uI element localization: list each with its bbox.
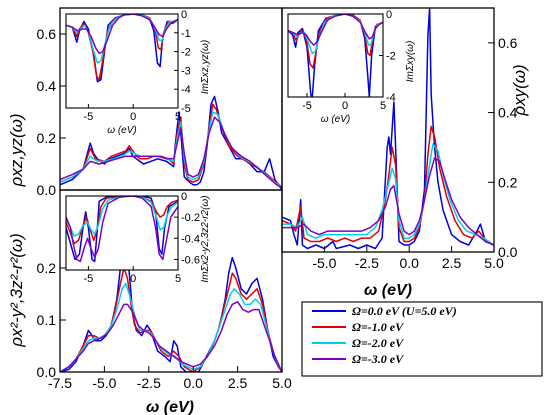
legend-box bbox=[301, 301, 543, 377]
inset-y-tick-label: -3 bbox=[181, 65, 191, 77]
inset-frame bbox=[65, 195, 179, 271]
inset-eg-series-line bbox=[66, 196, 178, 245]
main-eg-series-line bbox=[60, 301, 282, 372]
legend-entry-label: Ω=-2.0 eV bbox=[352, 336, 404, 350]
inset-y-tick-label: -4 bbox=[181, 84, 191, 96]
main-xy-series-line bbox=[282, 125, 494, 246]
inset-x-tick-label: -5 bbox=[84, 111, 94, 123]
x-tick-label: -2.5 bbox=[137, 375, 161, 391]
inset-background bbox=[288, 14, 383, 97]
y-tick-label: 0.0 bbox=[37, 182, 57, 198]
inset-x-tick-label: 0 bbox=[130, 111, 136, 123]
main-xy-series-line bbox=[282, 8, 494, 250]
inset-y-tick-label: -4 bbox=[386, 92, 396, 104]
plot-frame bbox=[281, 7, 495, 253]
x-tick-label: 2.5 bbox=[228, 375, 248, 391]
inset-x-tick-label: 0 bbox=[342, 100, 348, 112]
inset-eg-series-line bbox=[66, 196, 178, 263]
y-tick-label: 0.4 bbox=[37, 78, 57, 94]
inset-y-tick-label: -0.6 bbox=[181, 254, 200, 266]
x-tick-label: -2.5 bbox=[355, 255, 379, 271]
y-tick-label: 0.0 bbox=[498, 244, 518, 260]
inset-frame bbox=[65, 13, 179, 109]
x-axis-label: ω (eV) bbox=[364, 282, 412, 299]
x-tick-label: -5.0 bbox=[92, 375, 116, 391]
x-tick-label: 5.0 bbox=[272, 375, 292, 391]
inset-y-tick-label: 0 bbox=[181, 191, 187, 203]
inset-y-axis-label: ImΣx2-y2,3z2-r2(ω) bbox=[200, 195, 211, 282]
y-tick-label: 0.2 bbox=[37, 260, 57, 276]
inset-y-axis-label: ImΣxy(ω) bbox=[405, 41, 416, 83]
inset-y-tick-label: -0.4 bbox=[181, 233, 200, 245]
inset-xy-series-line bbox=[288, 14, 383, 46]
y-tick-label: 0.0 bbox=[37, 364, 57, 380]
legend-entry-label: Ω=0.0 eV (U=5.0 eV) bbox=[352, 304, 457, 318]
y-tick-label: 0.2 bbox=[37, 130, 57, 146]
legend-entry-label: Ω=-1.0 eV bbox=[352, 320, 404, 334]
inset-x-axis-label: ω (eV) bbox=[321, 114, 350, 125]
inset-y-axis-label: ImΣxz,yz(ω) bbox=[200, 40, 211, 94]
inset-y-tick-label: -0.2 bbox=[181, 212, 200, 224]
inset-y-tick-label: -1 bbox=[181, 28, 191, 40]
x-tick-label: 2.5 bbox=[442, 255, 462, 271]
plot-frame bbox=[59, 189, 283, 373]
main-xzyz-series-line bbox=[60, 116, 282, 189]
inset-y-tick-label: -2 bbox=[181, 47, 191, 59]
inset-x-tick-label: 5 bbox=[175, 273, 181, 285]
inset-xzyz-series-line bbox=[66, 14, 178, 81]
main-xzyz-series-line bbox=[60, 95, 282, 190]
x-tick-label: 0.0 bbox=[183, 375, 203, 391]
inset-y-tick-label: -5 bbox=[181, 103, 191, 115]
inset-x-tick-label: 0 bbox=[130, 273, 136, 285]
inset-x-tick-label: 5 bbox=[380, 100, 386, 112]
y-tick-label: 0.6 bbox=[498, 35, 518, 51]
x-tick-label: -5.0 bbox=[312, 255, 336, 271]
main-xy-series-line bbox=[282, 157, 494, 246]
y-axis-label: ρx²-y²,3z²-r²(ω) bbox=[7, 233, 26, 348]
y-axis-label: ρxz,yz(ω) bbox=[7, 113, 26, 187]
main-eg-series-line bbox=[60, 236, 282, 372]
inset-background bbox=[66, 196, 178, 270]
x-tick-label: -7.5 bbox=[48, 375, 72, 391]
y-axis-label: ρxy(ω) bbox=[510, 64, 529, 116]
inset-x-tick-label: -5 bbox=[302, 100, 312, 112]
inset-y-tick-label: 0 bbox=[386, 9, 392, 21]
y-tick-label: 0.2 bbox=[498, 174, 518, 190]
inset-eg: 0 -0.2 -0.4 -0.6 -5 0 5 ImΣx2-y2,3z2-r2(ω) bbox=[65, 191, 211, 285]
x-axis-label: ω (eV) bbox=[146, 399, 194, 415]
inset-y-tick-label: 0 bbox=[181, 9, 187, 21]
y-tick-label: 0.6 bbox=[37, 26, 57, 42]
inset-eg-series-line bbox=[66, 196, 178, 263]
panel-eg: 0.0 0.1 0.2 -7.5 -5.0 -2.5 0.0 2.5 5.0 ρx²-y²,3z²… bbox=[7, 189, 292, 415]
inset-x-tick-label: -5 bbox=[84, 273, 94, 285]
panel-xzyz: 0.0 0.2 0.4 0.6 ρxz,yz(ω) 0 -1 -2 -3 -4 -5 -5 0 5 ω (e… bbox=[7, 7, 283, 198]
inset-x-axis-label: ω (eV) bbox=[107, 125, 136, 136]
panel-xy: 0.0 0.2 0.4 0.6 -5.0 -2.5 0.0 2.5 5.0 ρxy(ω) ω (eV… bbox=[281, 7, 529, 299]
main-xzyz-series-line bbox=[60, 111, 282, 189]
main-xzyz-series-line bbox=[60, 103, 282, 188]
inset-xy: 0 -2 -4 -5 0 5 ω (eV) ImΣxy(ω) bbox=[287, 9, 416, 125]
legend: Ω=0.0 eV (U=5.0 eV) Ω=-1.0 eV Ω=-2.0 eV Ω=-… bbox=[301, 301, 543, 377]
x-tick-label: 0.0 bbox=[399, 255, 419, 271]
inset-x-tick-label: 5 bbox=[175, 111, 181, 123]
inset-xzyz: 0 -1 -2 -3 -4 -5 -5 0 5 ω (eV) ImΣxz,yz(ω) bbox=[65, 9, 211, 136]
y-tick-label: 0.1 bbox=[37, 312, 57, 328]
main-xy-series-line bbox=[282, 143, 494, 246]
x-tick-label: 5.0 bbox=[484, 255, 504, 271]
inset-eg-series-line bbox=[66, 196, 178, 237]
y-tick-label: 0.4 bbox=[498, 105, 518, 121]
inset-y-tick-label: -2 bbox=[386, 51, 396, 63]
legend-entry-label: Ω=-3.0 eV bbox=[352, 352, 404, 366]
inset-xzyz-series-line bbox=[66, 14, 178, 55]
